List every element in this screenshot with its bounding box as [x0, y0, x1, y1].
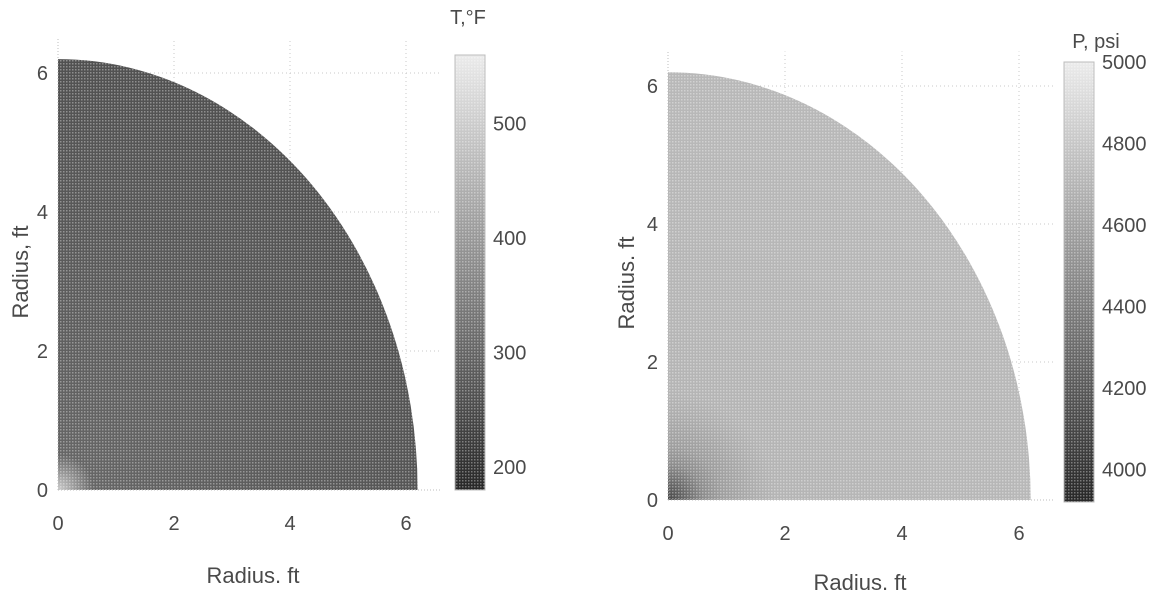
x-tick-label: 4 — [284, 513, 295, 535]
colorbar-texture — [1064, 62, 1094, 502]
x-tick-label: 0 — [662, 523, 673, 545]
pressure-x-ticks: 0 2 4 6 — [662, 523, 1024, 545]
colorbar-tick-label: 5000 — [1102, 52, 1147, 74]
temperature-chart: 0 2 4 6 0 2 4 6 Radius. ft Radius, ft 200 300 40… — [8, 7, 526, 588]
colorbar-tick-label: 4200 — [1102, 378, 1147, 400]
colorbar-tick-label: 4600 — [1102, 215, 1147, 237]
x-tick-label: 0 — [52, 513, 63, 535]
y-tick-label: 0 — [37, 480, 48, 502]
x-tick-label: 2 — [779, 523, 790, 545]
colorbar-tick-label: 200 — [493, 457, 526, 479]
pressure-colorbar-title: P, psi — [1072, 31, 1119, 53]
y-tick-label: 2 — [647, 352, 658, 374]
temperature-x-axis-label: Radius. ft — [207, 563, 300, 588]
temperature-field-texture — [58, 59, 418, 490]
colorbar-tick-label: 4800 — [1102, 133, 1147, 155]
pressure-colorbar: 4000 4200 4400 4600 4800 5000 — [1064, 52, 1147, 502]
colorbar-texture — [455, 55, 485, 490]
colorbar-tick-label: 4400 — [1102, 296, 1147, 318]
x-tick-label: 2 — [168, 513, 179, 535]
colorbar-tick-label: 4000 — [1102, 459, 1147, 481]
colorbar-tick-label: 300 — [493, 343, 526, 365]
pressure-y-ticks: 0 2 4 6 — [647, 76, 658, 512]
temperature-x-ticks: 0 2 4 6 — [52, 513, 411, 535]
x-tick-label: 6 — [1013, 523, 1024, 545]
pressure-x-axis-label: Radius. ft — [814, 570, 907, 595]
pressure-y-axis-label: Radius. ft — [614, 237, 639, 330]
temperature-y-ticks: 0 2 4 6 — [37, 63, 48, 502]
colorbar-tick-label: 500 — [493, 114, 526, 136]
y-tick-label: 4 — [647, 214, 658, 236]
y-tick-label: 4 — [37, 202, 48, 224]
pressure-chart: 0 2 4 6 0 2 4 6 Radius. ft Radius. ft 4000 4200… — [614, 31, 1147, 595]
pressure-field-texture — [668, 72, 1031, 500]
temperature-y-axis-label: Radius, ft — [8, 226, 33, 319]
y-tick-label: 2 — [37, 341, 48, 363]
x-tick-label: 6 — [400, 513, 411, 535]
temperature-colorbar-title: T,°F — [450, 7, 486, 29]
y-tick-label: 6 — [37, 63, 48, 85]
colorbar-tick-label: 400 — [493, 228, 526, 250]
temperature-colorbar: 200 300 400 500 — [455, 55, 526, 490]
y-tick-label: 0 — [647, 490, 658, 512]
y-tick-label: 6 — [647, 76, 658, 98]
x-tick-label: 4 — [896, 523, 907, 545]
